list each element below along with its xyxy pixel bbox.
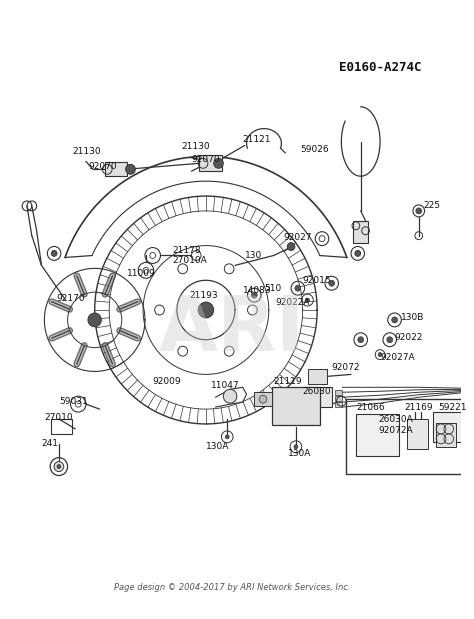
Bar bbox=[105, 162, 127, 176]
Text: 21119: 21119 bbox=[273, 377, 302, 386]
Bar bbox=[407, 419, 428, 449]
Circle shape bbox=[306, 298, 310, 302]
Text: 510: 510 bbox=[264, 284, 281, 293]
Text: 130: 130 bbox=[245, 251, 262, 260]
Bar bbox=[308, 370, 327, 384]
Circle shape bbox=[198, 302, 214, 318]
Bar bbox=[272, 387, 320, 425]
Circle shape bbox=[126, 164, 135, 174]
Circle shape bbox=[223, 389, 237, 403]
Text: 225: 225 bbox=[424, 201, 441, 210]
Text: 130A: 130A bbox=[206, 442, 229, 451]
Circle shape bbox=[225, 435, 229, 439]
Text: 21066: 21066 bbox=[356, 402, 384, 412]
Circle shape bbox=[329, 280, 335, 286]
Bar bbox=[335, 396, 342, 401]
Text: 130B: 130B bbox=[401, 313, 425, 322]
Text: 21130: 21130 bbox=[182, 142, 210, 151]
Bar bbox=[335, 402, 342, 407]
Circle shape bbox=[295, 285, 301, 291]
Text: 59221: 59221 bbox=[438, 402, 466, 412]
Text: 92070: 92070 bbox=[191, 155, 220, 164]
Text: 11009: 11009 bbox=[127, 269, 155, 278]
Text: 26030: 26030 bbox=[303, 387, 331, 396]
Bar bbox=[51, 419, 73, 434]
Circle shape bbox=[88, 313, 101, 327]
Circle shape bbox=[355, 251, 361, 256]
Circle shape bbox=[54, 462, 64, 472]
Text: 92027: 92027 bbox=[283, 233, 312, 242]
Text: 92072: 92072 bbox=[332, 363, 360, 372]
Text: 14083: 14083 bbox=[243, 286, 271, 295]
Circle shape bbox=[51, 251, 57, 256]
Bar bbox=[436, 423, 456, 447]
Bar bbox=[356, 414, 400, 456]
Text: 92009: 92009 bbox=[153, 377, 182, 386]
Text: 92022: 92022 bbox=[394, 333, 423, 342]
Bar bbox=[346, 399, 462, 474]
Bar bbox=[335, 390, 342, 395]
Text: 11047: 11047 bbox=[211, 381, 239, 390]
Circle shape bbox=[378, 353, 382, 357]
Text: 21169: 21169 bbox=[404, 402, 433, 412]
Text: 241: 241 bbox=[41, 439, 58, 448]
Bar bbox=[433, 412, 474, 442]
Bar bbox=[254, 392, 272, 406]
Text: 27010: 27010 bbox=[45, 412, 73, 422]
Circle shape bbox=[294, 445, 298, 449]
Text: 21121: 21121 bbox=[243, 135, 271, 144]
Circle shape bbox=[57, 465, 61, 469]
Bar bbox=[353, 221, 368, 243]
Circle shape bbox=[259, 395, 267, 403]
Text: 92022A: 92022A bbox=[275, 298, 310, 306]
Text: ARI: ARI bbox=[159, 293, 305, 367]
Text: 21193: 21193 bbox=[190, 291, 218, 300]
Text: 26030A: 26030A bbox=[378, 415, 413, 423]
Text: 27010A: 27010A bbox=[172, 256, 207, 265]
Bar bbox=[303, 387, 332, 407]
Circle shape bbox=[287, 243, 295, 251]
Text: 92015: 92015 bbox=[303, 276, 331, 285]
Circle shape bbox=[214, 158, 223, 168]
Text: 92170: 92170 bbox=[56, 293, 85, 303]
Text: 92072A: 92072A bbox=[378, 426, 413, 435]
Text: 92027A: 92027A bbox=[380, 353, 415, 362]
Circle shape bbox=[387, 337, 392, 343]
Text: 59031: 59031 bbox=[59, 397, 88, 405]
Text: 92070: 92070 bbox=[88, 162, 117, 171]
Bar bbox=[199, 155, 222, 171]
Text: E0160-A274C: E0160-A274C bbox=[339, 61, 421, 74]
Circle shape bbox=[416, 208, 422, 214]
Circle shape bbox=[358, 337, 364, 343]
Text: 21178: 21178 bbox=[172, 246, 201, 255]
Circle shape bbox=[392, 317, 398, 323]
Text: 21130: 21130 bbox=[73, 147, 101, 156]
Text: Page design © 2004-2017 by ARI Network Services, Inc.: Page design © 2004-2017 by ARI Network S… bbox=[114, 583, 350, 592]
Circle shape bbox=[251, 292, 257, 298]
Text: 130A: 130A bbox=[288, 449, 311, 458]
Text: 59026: 59026 bbox=[301, 145, 329, 154]
